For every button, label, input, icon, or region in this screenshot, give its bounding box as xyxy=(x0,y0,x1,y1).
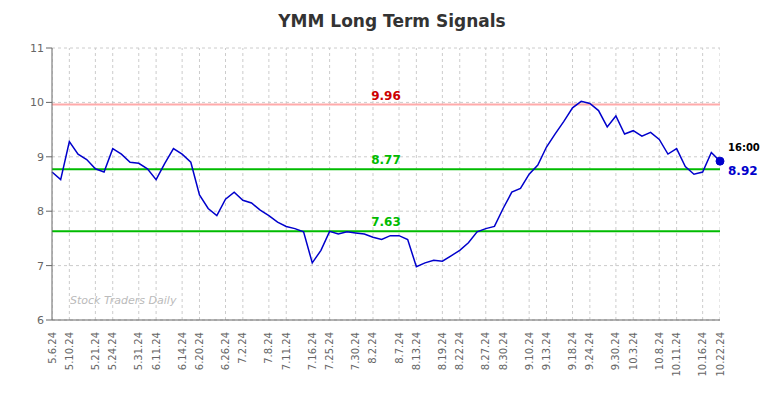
svg-text:9.13.24: 9.13.24 xyxy=(541,332,552,370)
svg-text:5.10.24: 5.10.24 xyxy=(64,332,75,370)
svg-text:6.11.24: 6.11.24 xyxy=(151,332,162,370)
svg-text:9.10.24: 9.10.24 xyxy=(524,332,535,370)
svg-text:8.30.24: 8.30.24 xyxy=(498,332,509,370)
svg-text:9.18.24: 9.18.24 xyxy=(567,332,578,370)
svg-text:7.30.24: 7.30.24 xyxy=(350,332,361,370)
html-text:YMM Long Term Signals: YMM Long Term Signals xyxy=(278,11,506,31)
svg-text:8.77: 8.77 xyxy=(371,153,401,167)
svg-text:7.8.24: 7.8.24 xyxy=(263,332,274,364)
svg-text:8: 8 xyxy=(37,205,44,218)
svg-text:6: 6 xyxy=(37,314,44,327)
svg-text:10.11.24: 10.11.24 xyxy=(671,332,682,377)
svg-text:8.92: 8.92 xyxy=(728,164,758,178)
svg-text:10.16.24: 10.16.24 xyxy=(697,332,708,377)
svg-text:6.26.24: 6.26.24 xyxy=(220,332,231,370)
svg-text:8.2.24: 8.2.24 xyxy=(367,332,378,364)
svg-text:5.31.24: 5.31.24 xyxy=(133,332,144,370)
svg-text:5.24.24: 5.24.24 xyxy=(107,332,118,370)
svg-text:8.13.24: 8.13.24 xyxy=(411,332,422,370)
svg-text:9: 9 xyxy=(37,151,44,164)
svg-text:7.63: 7.63 xyxy=(371,215,401,229)
html-text:Stock Traders Daily: Stock Traders Daily xyxy=(70,294,177,307)
svg-text:7.11.24: 7.11.24 xyxy=(281,332,292,370)
svg-text:7: 7 xyxy=(37,260,44,273)
svg-text:6.20.24: 6.20.24 xyxy=(194,332,205,370)
svg-text:7.16.24: 7.16.24 xyxy=(307,332,318,370)
svg-text:11: 11 xyxy=(30,42,44,55)
svg-text:9.96: 9.96 xyxy=(371,89,401,103)
svg-text:10.22.24: 10.22.24 xyxy=(715,332,726,377)
svg-text:8.19.24: 8.19.24 xyxy=(437,332,448,370)
svg-text:8.7.24: 8.7.24 xyxy=(394,332,405,364)
svg-text:7.25.24: 7.25.24 xyxy=(324,332,335,370)
svg-text:8.27.24: 8.27.24 xyxy=(480,332,491,370)
svg-text:9.30.24: 9.30.24 xyxy=(610,332,621,370)
svg-text:16:00: 16:00 xyxy=(728,142,760,153)
svg-text:7.2.24: 7.2.24 xyxy=(237,332,248,364)
svg-text:6.14.24: 6.14.24 xyxy=(177,332,188,370)
svg-text:5.21.24: 5.21.24 xyxy=(90,332,101,370)
svg-text:9.24.24: 9.24.24 xyxy=(584,332,595,370)
svg-text:8.22.24: 8.22.24 xyxy=(454,332,465,370)
svg-text:10.8.24: 10.8.24 xyxy=(654,332,665,370)
svg-text:5.6.24: 5.6.24 xyxy=(47,332,58,364)
svg-text:10.3.24: 10.3.24 xyxy=(628,332,639,370)
svg-text:10: 10 xyxy=(30,96,44,109)
